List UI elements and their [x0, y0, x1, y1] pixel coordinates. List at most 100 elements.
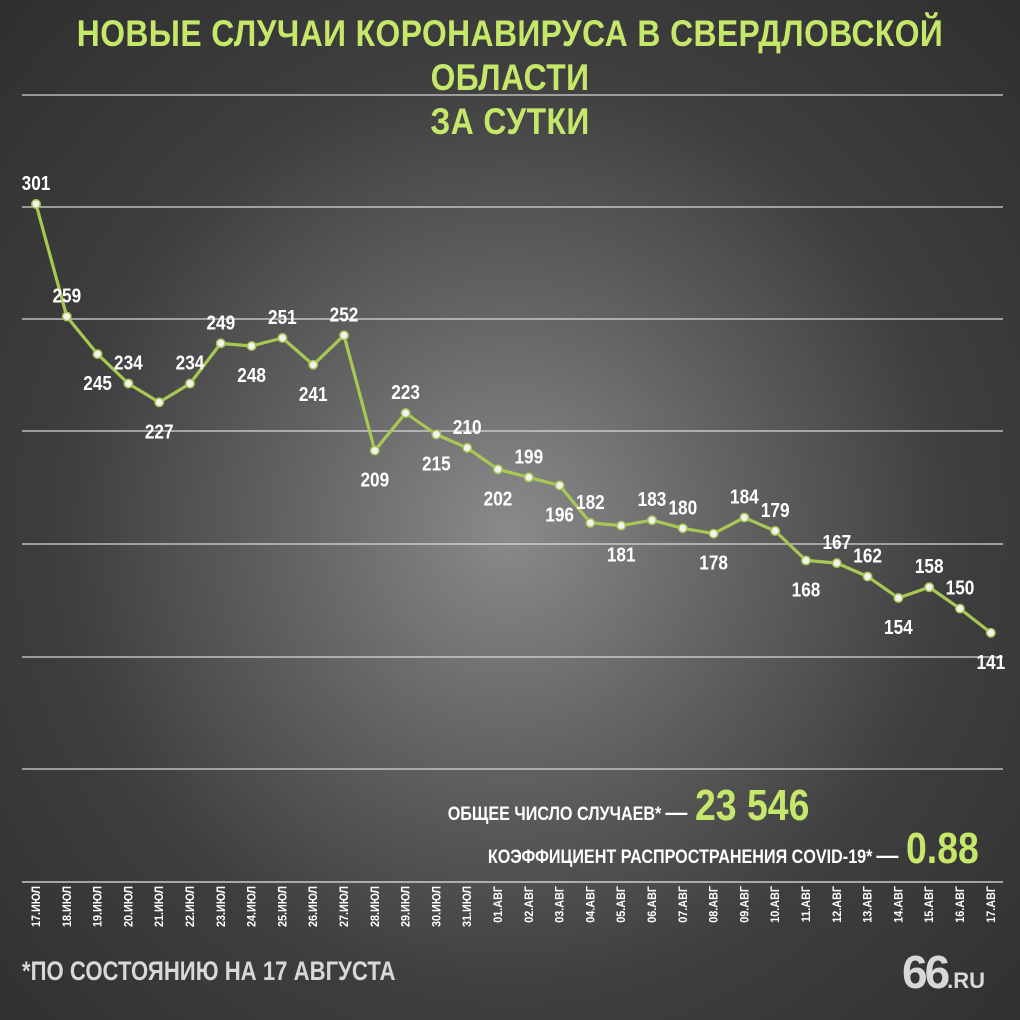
- x-tick-label-14: 31.ИЮЛ: [462, 886, 475, 927]
- logo-number: 66: [902, 946, 950, 998]
- x-tick-label-17: 03.АВГ: [554, 885, 567, 922]
- x-tick-label-27: 13.АВГ: [862, 885, 875, 922]
- x-tick-label-1: 18.ИЮЛ: [61, 886, 74, 927]
- data-label-25: 168: [792, 578, 821, 601]
- data-point-17: [554, 480, 565, 491]
- data-label-28: 154: [884, 616, 913, 639]
- total-cases-value: 23 546: [695, 781, 810, 830]
- data-label-5: 234: [176, 351, 205, 374]
- data-point-3: [123, 378, 134, 389]
- x-tick-label-30: 16.АВГ: [955, 885, 968, 922]
- data-label-9: 241: [299, 383, 328, 406]
- data-label-7: 248: [237, 364, 266, 387]
- data-point-13: [431, 429, 442, 440]
- data-label-29: 158: [915, 555, 944, 578]
- x-tick-label-29: 15.АВГ: [924, 885, 937, 922]
- data-label-2: 245: [83, 372, 112, 395]
- x-tick-label-12: 29.ИЮЛ: [400, 886, 413, 927]
- x-tick-label-31: 17.АВГ: [985, 885, 998, 922]
- x-tick-label-26: 12.АВГ: [831, 885, 844, 922]
- data-point-0: [31, 199, 41, 209]
- data-label-15: 202: [484, 487, 513, 510]
- x-tick-label-21: 07.АВГ: [677, 885, 690, 922]
- x-tick-label-3: 20.ИЮЛ: [123, 886, 136, 927]
- x-tick-label-16: 02.АВГ: [523, 885, 536, 922]
- data-point-9: [308, 359, 319, 370]
- data-label-26: 167: [822, 531, 851, 554]
- data-point-22: [708, 528, 719, 539]
- x-tick-label-5: 22.ИЮЛ: [185, 886, 198, 927]
- data-point-5: [185, 378, 195, 389]
- data-point-12: [400, 408, 411, 418]
- data-point-18: [585, 517, 596, 528]
- total-cases-label: ОБЩЕЕ ЧИСЛО СЛУЧАЕВ*: [447, 804, 662, 825]
- site-logo[interactable]: 66 .RU: [902, 945, 985, 999]
- x-tick-label-11: 28.ИЮЛ: [369, 886, 382, 927]
- x-tick-label-19: 05.АВГ: [616, 885, 629, 922]
- data-point-28: [893, 593, 904, 603]
- data-label-8: 251: [268, 306, 297, 329]
- data-label-19: 181: [607, 543, 636, 566]
- spread-coefficient: КОЭФФИЦИЕНТ РАСПРОСТРАНЕНИЯ COVID-19* — …: [420, 824, 992, 874]
- data-point-4: [154, 397, 165, 408]
- x-tick-label-18: 04.АВГ: [585, 885, 598, 922]
- chart-title-line2: ЗА СУТКИ: [430, 101, 590, 142]
- data-label-11: 209: [360, 468, 389, 491]
- data-point-30: [955, 603, 965, 614]
- x-tick-label-4: 21.ИЮЛ: [154, 886, 167, 927]
- x-tick-label-10: 27.ИЮЛ: [339, 886, 352, 927]
- x-tick-label-13: 30.ИЮЛ: [431, 886, 444, 927]
- x-tick-label-24: 10.АВГ: [770, 885, 783, 922]
- data-point-31: [985, 627, 996, 638]
- data-label-10: 252: [330, 303, 359, 326]
- data-point-7: [246, 341, 257, 351]
- x-tick-label-25: 11.АВГ: [801, 885, 814, 922]
- data-point-25: [801, 555, 811, 566]
- footnote: *ПО СОСТОЯНИЮ НА 17 АВГУСТА: [22, 956, 396, 986]
- data-label-16: 199: [514, 445, 543, 468]
- logo-domain: .RU: [947, 968, 986, 993]
- data-label-4: 227: [145, 420, 174, 443]
- series-line: [34, 203, 992, 635]
- data-label-6: 249: [206, 311, 235, 334]
- data-point-11: [369, 445, 380, 456]
- x-tick-label-0: 17.ИЮЛ: [31, 886, 44, 927]
- data-label-13: 215: [422, 452, 451, 475]
- data-point-21: [677, 523, 688, 534]
- data-label-1: 259: [52, 284, 81, 307]
- x-tick-label-28: 14.АВГ: [893, 885, 906, 922]
- data-label-0: 301: [22, 172, 51, 195]
- chart-title-line1: НОВЫЕ СЛУЧАИ КОРОНАВИРУСА В СВЕРДЛОВСКОЙ…: [76, 13, 944, 98]
- x-tick-label-8: 25.ИЮЛ: [277, 886, 290, 927]
- x-tick-label-20: 06.АВГ: [647, 885, 660, 922]
- data-label-3: 234: [114, 351, 143, 374]
- data-label-31: 141: [976, 651, 1005, 674]
- data-point-27: [862, 571, 873, 582]
- data-label-30: 150: [946, 576, 975, 599]
- spread-coefficient-dash: —: [876, 843, 899, 868]
- data-point-20: [647, 515, 657, 526]
- x-tick-label-23: 09.АВГ: [739, 885, 752, 922]
- data-point-19: [616, 520, 627, 531]
- x-tick-label-7: 24.ИЮЛ: [246, 886, 259, 927]
- total-cases-dash: —: [665, 800, 688, 825]
- x-tick-label-2: 19.ИЮЛ: [92, 886, 105, 927]
- data-label-20: 183: [638, 488, 667, 511]
- spread-coefficient-label: КОЭФФИЦИЕНТ РАСПРОСТРАНЕНИЯ COVID-19*: [487, 847, 873, 868]
- data-point-1: [61, 311, 72, 322]
- spread-coefficient-value: 0.88: [906, 824, 980, 873]
- data-point-16: [523, 472, 534, 483]
- data-point-6: [215, 338, 226, 349]
- data-label-17: 196: [545, 503, 574, 526]
- total-cases: ОБЩЕЕ ЧИСЛО СЛУЧАЕВ* — 23 546: [410, 781, 830, 831]
- data-label-24: 179: [761, 499, 790, 522]
- data-label-23: 184: [730, 485, 759, 508]
- data-point-26: [831, 558, 842, 569]
- data-point-29: [924, 582, 935, 593]
- data-point-2: [92, 349, 103, 360]
- x-tick-label-15: 01.АВГ: [493, 885, 506, 922]
- data-point-14: [462, 442, 473, 453]
- x-tick-label-9: 26.ИЮЛ: [308, 886, 321, 927]
- data-label-22: 178: [699, 551, 728, 574]
